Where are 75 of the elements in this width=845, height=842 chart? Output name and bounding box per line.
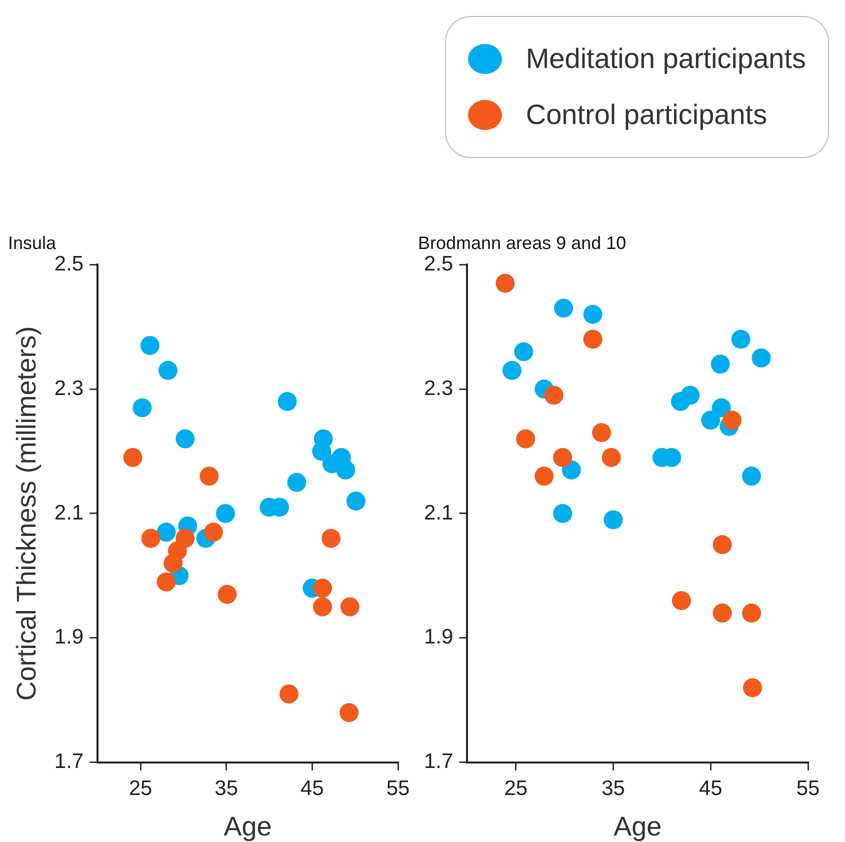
point [322, 528, 341, 548]
x-tick-label: 45 [300, 776, 324, 800]
y-tick-label: 1.7 [54, 750, 84, 774]
point [278, 392, 297, 411]
y-tick-label: 2.5 [424, 252, 454, 276]
point [602, 448, 621, 467]
point [583, 330, 602, 349]
x-tick-label: 25 [504, 776, 528, 800]
legend-label: Meditation participants [526, 43, 806, 75]
point [496, 274, 515, 293]
y-tick-label: 2.5 [54, 252, 84, 276]
point [156, 572, 176, 592]
point [553, 504, 572, 523]
point [279, 684, 298, 704]
point [604, 510, 623, 530]
point [312, 578, 332, 598]
point [200, 466, 219, 486]
point [742, 604, 762, 623]
x-axis-title: Age [224, 811, 272, 842]
x-tick-label: 35 [602, 776, 625, 800]
point [218, 584, 237, 604]
point [701, 410, 720, 430]
point [731, 330, 750, 349]
point [722, 410, 742, 430]
point [140, 336, 160, 355]
point [132, 398, 152, 418]
legend-label: Control participants [526, 99, 768, 131]
point [742, 466, 762, 486]
point [592, 423, 612, 442]
point [287, 472, 306, 492]
point [554, 298, 574, 318]
point [712, 535, 732, 554]
y-tick-label: 1.9 [54, 626, 84, 649]
point [164, 554, 183, 573]
point [562, 460, 581, 480]
point [340, 597, 360, 616]
point [553, 448, 572, 467]
point [544, 386, 564, 405]
point [216, 504, 235, 523]
y-tick-label: 2.1 [424, 501, 454, 524]
point [340, 703, 359, 722]
y-tick-label: 2.3 [424, 376, 454, 400]
point [516, 429, 536, 448]
chart-title: Brodmann areas 9 and 10 [418, 232, 626, 253]
point [670, 392, 690, 411]
point [204, 522, 223, 542]
point [534, 466, 554, 486]
point [346, 492, 366, 511]
chart-title: Insula [8, 232, 58, 253]
x-tick-label: 35 [214, 776, 238, 800]
point [158, 360, 178, 380]
x-axis-title: Age [614, 811, 662, 842]
x-tick-label: 55 [796, 776, 820, 800]
point [123, 448, 142, 467]
y-axis-title: Cortical Thickness (millimeters) [12, 326, 42, 701]
point [672, 591, 691, 610]
y-tick-label: 1.9 [424, 626, 454, 649]
point [583, 304, 602, 324]
y-tick-label: 1.7 [424, 750, 454, 774]
point [710, 354, 730, 374]
point [712, 604, 732, 623]
point [312, 597, 332, 616]
point [502, 360, 522, 380]
x-tick-label: 25 [128, 776, 152, 800]
x-tick-label: 55 [386, 776, 410, 800]
point [141, 528, 160, 548]
point [514, 342, 534, 362]
y-tick-label: 2.3 [54, 376, 84, 400]
point [336, 460, 356, 480]
x-tick-label: 45 [698, 776, 722, 800]
point [752, 348, 771, 368]
point [742, 678, 762, 698]
point [176, 429, 195, 448]
y-tick-label: 2.1 [54, 501, 84, 524]
point [156, 522, 176, 542]
